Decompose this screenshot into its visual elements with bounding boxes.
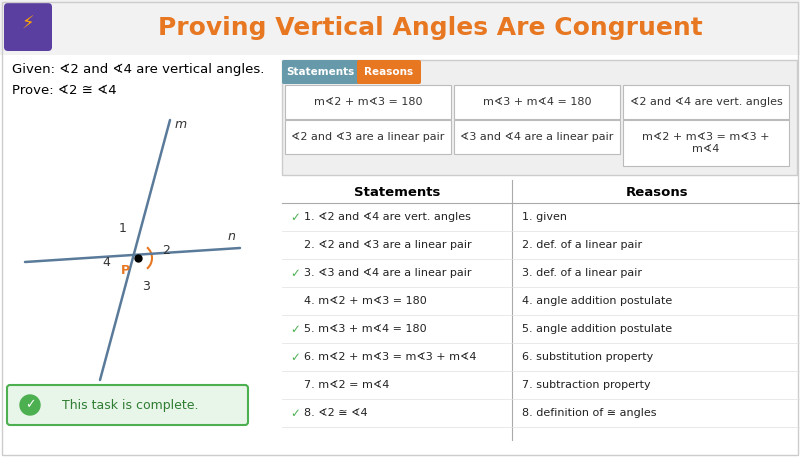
Text: Proving Vertical Angles Are Congruent: Proving Vertical Angles Are Congruent (158, 16, 702, 40)
Text: 6. m∢2 + m∢3 = m∢3 + m∢4: 6. m∢2 + m∢3 = m∢3 + m∢4 (304, 352, 477, 362)
Text: Reasons: Reasons (626, 186, 688, 200)
Text: ⚡: ⚡ (22, 15, 34, 33)
FancyBboxPatch shape (357, 60, 421, 84)
Text: Statements: Statements (286, 67, 354, 77)
FancyBboxPatch shape (282, 60, 359, 84)
Text: n: n (228, 230, 236, 243)
Text: ∢2 and ∢4 are vert. angles: ∢2 and ∢4 are vert. angles (630, 97, 782, 107)
FancyBboxPatch shape (282, 180, 800, 440)
Text: 7. m∢2 = m∢4: 7. m∢2 = m∢4 (304, 380, 390, 390)
Text: ✓: ✓ (290, 351, 300, 363)
Text: Try It: Try It (18, 40, 38, 46)
Text: Prove: ∢2 ≅ ∢4: Prove: ∢2 ≅ ∢4 (12, 84, 117, 96)
FancyBboxPatch shape (4, 3, 52, 51)
FancyBboxPatch shape (454, 85, 620, 119)
Text: ✓: ✓ (290, 266, 300, 280)
Text: 5. m∢3 + m∢4 = 180: 5. m∢3 + m∢4 = 180 (304, 324, 426, 334)
FancyBboxPatch shape (282, 60, 797, 175)
Text: Statements: Statements (354, 186, 440, 200)
Text: 6. substitution property: 6. substitution property (522, 352, 654, 362)
FancyBboxPatch shape (285, 120, 451, 154)
Text: ✓: ✓ (290, 406, 300, 420)
Text: P: P (121, 264, 130, 276)
Text: 3: 3 (142, 280, 150, 292)
FancyBboxPatch shape (623, 85, 789, 119)
Text: m∢2 + m∢3 = 180: m∢2 + m∢3 = 180 (314, 97, 422, 107)
Text: Reasons: Reasons (365, 67, 414, 77)
Text: ✓: ✓ (25, 399, 35, 411)
FancyBboxPatch shape (454, 120, 620, 154)
Text: ✓: ✓ (290, 323, 300, 335)
Text: m: m (175, 118, 187, 131)
Text: 7. subtraction property: 7. subtraction property (522, 380, 650, 390)
Text: 1: 1 (119, 222, 127, 234)
FancyBboxPatch shape (623, 120, 789, 166)
Text: ∢2 and ∢3 are a linear pair: ∢2 and ∢3 are a linear pair (291, 132, 445, 142)
Text: 4. m∢2 + m∢3 = 180: 4. m∢2 + m∢3 = 180 (304, 296, 426, 306)
FancyBboxPatch shape (7, 385, 248, 425)
Text: m∢3 + m∢4 = 180: m∢3 + m∢4 = 180 (482, 97, 591, 107)
Text: ∢3 and ∢4 are a linear pair: ∢3 and ∢4 are a linear pair (460, 132, 614, 142)
Text: 4: 4 (102, 256, 110, 270)
Text: 2. def. of a linear pair: 2. def. of a linear pair (522, 240, 642, 250)
Text: 8. definition of ≅ angles: 8. definition of ≅ angles (522, 408, 657, 418)
Text: 2. ∢2 and ∢3 are a linear pair: 2. ∢2 and ∢3 are a linear pair (304, 240, 472, 250)
Text: 1. given: 1. given (522, 212, 567, 222)
Text: This task is complete.: This task is complete. (62, 399, 198, 411)
Text: 3. ∢3 and ∢4 are a linear pair: 3. ∢3 and ∢4 are a linear pair (304, 268, 471, 278)
Text: 1. ∢2 and ∢4 are vert. angles: 1. ∢2 and ∢4 are vert. angles (304, 212, 471, 222)
Text: 8. ∢2 ≅ ∢4: 8. ∢2 ≅ ∢4 (304, 408, 368, 418)
Text: ✓: ✓ (290, 211, 300, 223)
Text: 3. def. of a linear pair: 3. def. of a linear pair (522, 268, 642, 278)
Text: 5. angle addition postulate: 5. angle addition postulate (522, 324, 672, 334)
Text: m∢2 + m∢3 = m∢3 +
m∢4: m∢2 + m∢3 = m∢3 + m∢4 (642, 132, 770, 154)
Text: 4. angle addition postulate: 4. angle addition postulate (522, 296, 672, 306)
FancyBboxPatch shape (0, 0, 800, 55)
Circle shape (20, 395, 40, 415)
FancyBboxPatch shape (285, 85, 451, 119)
Text: 2: 2 (162, 244, 170, 256)
Text: Given: ∢2 and ∢4 are vertical angles.: Given: ∢2 and ∢4 are vertical angles. (12, 64, 264, 76)
